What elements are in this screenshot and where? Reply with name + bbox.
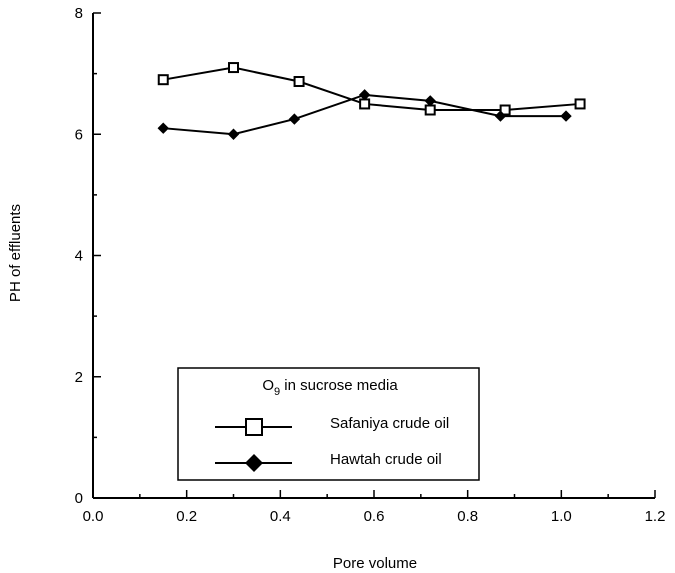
legend-label: Safaniya crude oil	[330, 415, 449, 432]
y-tick-label: 6	[75, 126, 83, 143]
data-point	[359, 98, 371, 110]
legend-title: O9 in sucrose media	[262, 377, 398, 398]
x-ticks: 0.0 0.2 0.4 0.6 0.8 1.0 1.2	[83, 490, 666, 525]
legend-label: Hawtah crude oil	[330, 451, 442, 468]
data-point	[157, 122, 169, 134]
y-tick-label: 2	[75, 369, 83, 386]
data-point	[494, 110, 507, 122]
x-axis-label: Pore volume	[333, 555, 417, 572]
y-axis-label: PH of effluents	[7, 204, 24, 302]
data-point	[574, 98, 586, 110]
legend-box	[177, 367, 480, 481]
data-point	[424, 104, 436, 116]
data-point	[358, 89, 371, 101]
legend-marker	[245, 454, 263, 472]
y-tick-label: 0	[75, 490, 83, 507]
data-point	[424, 95, 436, 107]
data-point	[499, 104, 511, 116]
data-point	[228, 62, 239, 74]
x-tick-label: 0.8	[457, 508, 478, 525]
x-tick-label: 0.2	[176, 508, 197, 525]
x-tick-label: 0.4	[270, 508, 291, 525]
x-tick-label: 0.6	[364, 508, 385, 525]
series-line	[163, 66, 581, 111]
data-point	[227, 128, 240, 140]
data-point	[288, 113, 301, 125]
x-tick-label: 1.2	[645, 508, 666, 525]
data-point	[157, 74, 169, 86]
legend-entries: Safaniya crude oil Hawtah crude oil	[215, 415, 449, 472]
series-hawtah	[157, 89, 572, 140]
y-tick-label: 4	[75, 248, 83, 265]
legend: O9 in sucrose media Safaniya crude oil Ha…	[177, 367, 480, 481]
series-layer	[157, 62, 586, 140]
y-ticks: 0 2 4 6 8	[75, 5, 101, 507]
x-tick-label: 1.0	[551, 508, 572, 525]
data-point	[560, 110, 572, 122]
y-tick-label: 8	[75, 5, 83, 22]
x-tick-label: 0.0	[83, 508, 104, 525]
data-point	[293, 76, 305, 88]
legend-marker	[245, 418, 263, 436]
series-safaniya	[157, 62, 586, 116]
